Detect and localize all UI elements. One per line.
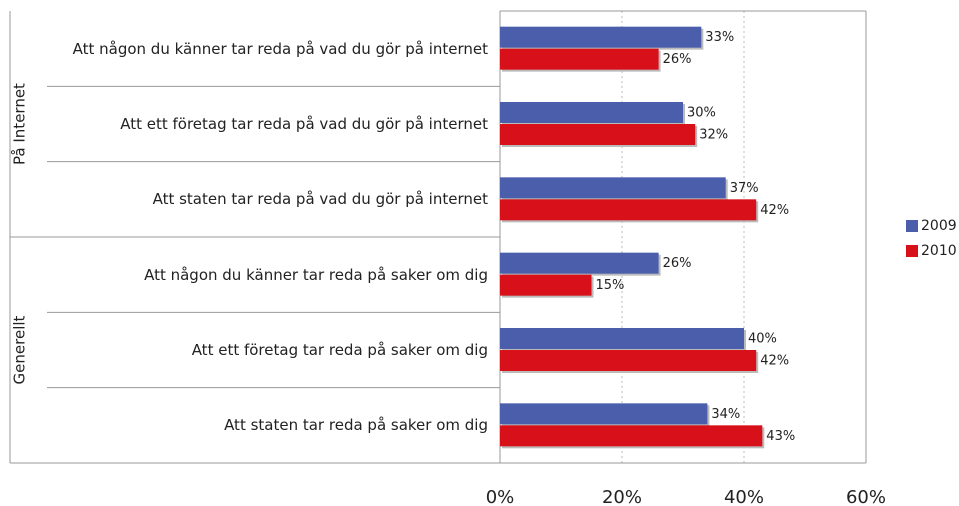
data-label: 26% [663,256,692,271]
data-label: 26% [663,52,692,67]
data-label: 42% [760,203,789,218]
legend-label: 2009 [921,218,957,234]
bar [500,274,592,296]
data-label: 30% [687,106,716,121]
bar [500,124,696,145]
data-label: 43% [766,429,795,444]
data-label: 34% [711,407,740,422]
data-label: 15% [596,278,625,293]
bar [500,350,757,371]
legend-label: 2010 [921,243,957,259]
data-label: 37% [730,181,759,196]
bar [500,177,726,199]
category-label: Att ett företag tar reda på saker om dig [191,340,488,359]
bar [500,199,757,221]
bar [500,252,659,274]
data-label: 42% [760,354,789,369]
bar [500,403,708,425]
category-label: Att staten tar reda på saker om dig [224,416,488,435]
category-label: Att någon du känner tar reda på saker om… [144,265,488,284]
category-label: Att staten tar reda på vad du gör på int… [152,190,488,209]
category-label: Att ett företag tar reda på vad du gör p… [120,114,488,133]
legend-swatch [906,220,918,232]
x-tick-label: 40% [724,487,764,506]
x-tick-label: 20% [602,487,642,506]
data-label: 33% [705,30,734,45]
bar [500,48,659,70]
group-label: På Internet [11,83,29,165]
bar [500,26,702,48]
data-label: 40% [748,332,777,347]
bar [500,328,744,349]
legend-swatch [906,245,918,257]
x-tick-label: 0% [486,487,515,506]
data-label: 32% [699,128,728,143]
category-label: Att någon du känner tar reda på vad du g… [72,39,488,58]
bar [500,102,683,123]
group-label: Generellt [11,315,29,384]
x-tick-label: 60% [846,487,886,506]
bar [500,425,763,447]
